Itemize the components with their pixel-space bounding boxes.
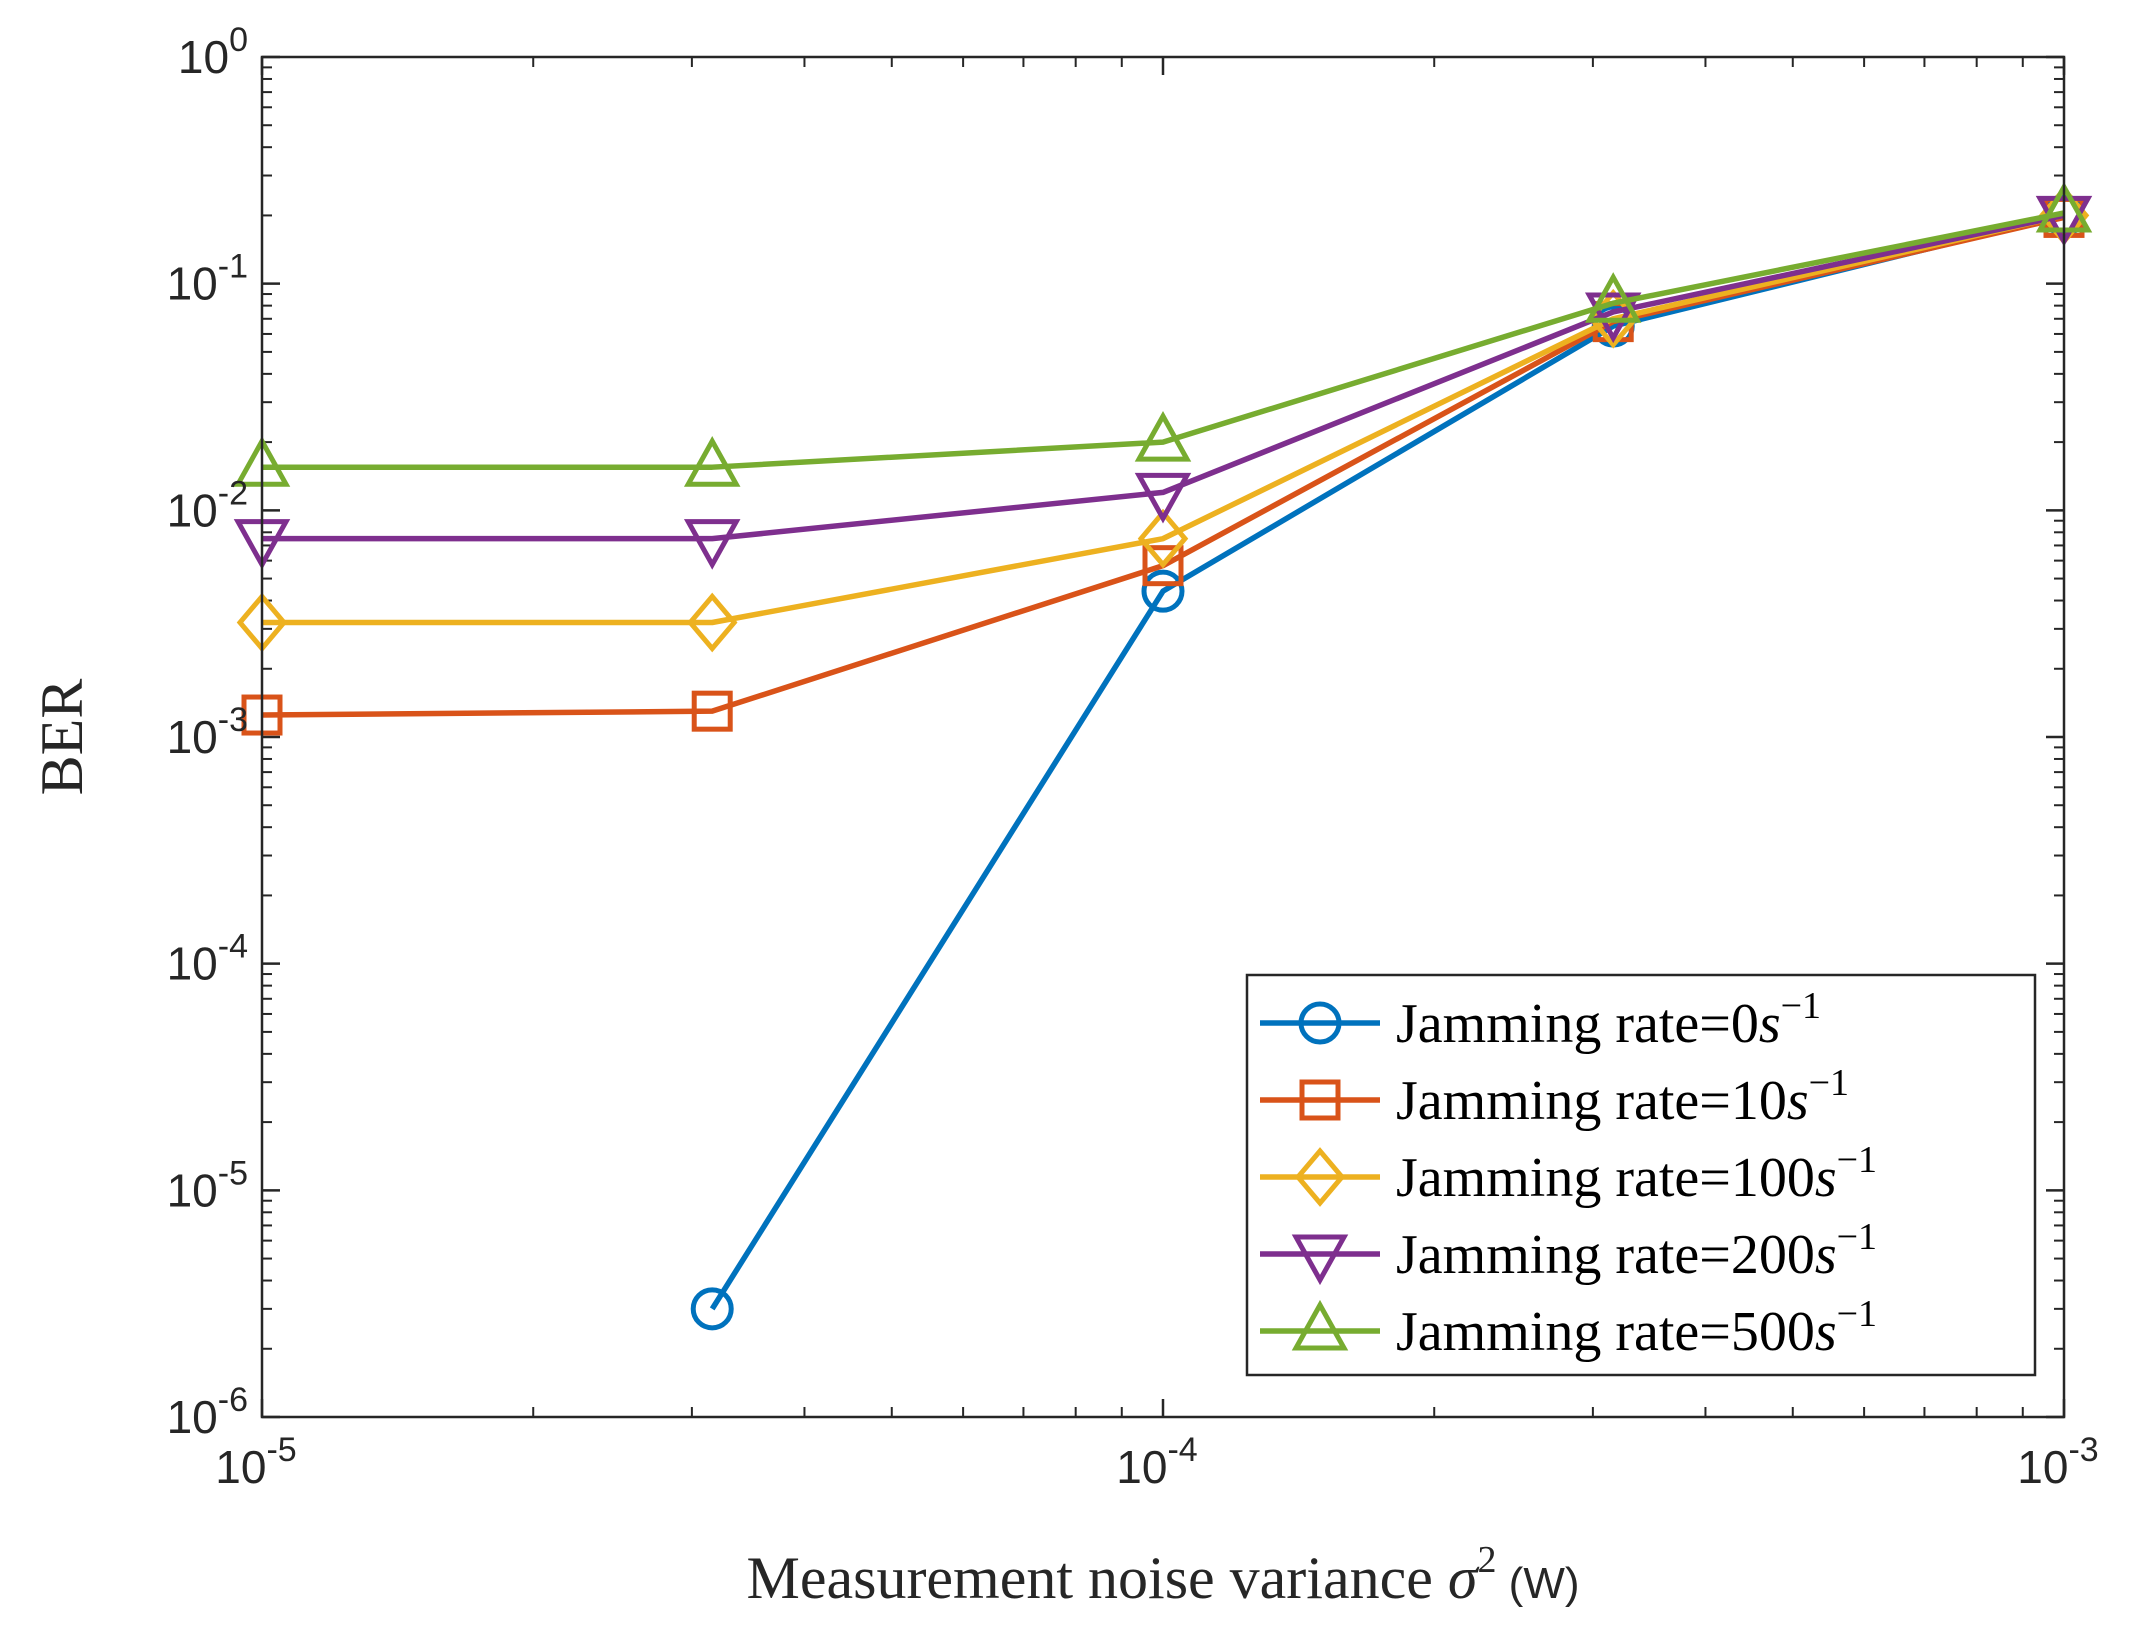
legend-entry: Jamming rate=500s−1 [1260,1293,1877,1363]
legend-label: Jamming rate=10s−1 [1396,1062,1849,1132]
series-3 [233,195,2093,570]
series-line [262,212,2065,542]
series-layer [233,181,2093,1331]
x-tick-label-base: 10 [2017,1441,2068,1493]
data-point-marker [686,592,738,653]
y-tick-label-exp: 0 [229,21,248,59]
x-tick-label: 10-4 [1116,1431,1197,1493]
x-axis-title-main: Measurement noise variance [746,1545,1447,1611]
x-tick-label: 10-3 [2017,1431,2098,1493]
y-tick-label-exp: -3 [218,701,248,739]
legend-label: Jamming rate=100s−1 [1396,1139,1877,1209]
legend-marker [1294,1147,1346,1207]
x-tick-label-base: 10 [1116,1441,1167,1493]
y-tick-label-base: 10 [167,1391,218,1443]
x-axis-title-symbol: σ [1448,1545,1480,1611]
x-axis-title-unit: (W) [1496,1559,1579,1608]
legend-label-unit: s [1815,1224,1837,1286]
y-tick-label-base: 10 [167,258,218,310]
data-point-marker [690,1287,734,1331]
legend-label-exp: −1 [1809,1062,1849,1104]
y-tick-label-exp: -5 [218,1154,248,1192]
data-point-marker [683,436,741,487]
y-tick-label: 10-6 [167,1381,248,1443]
y-tick-label-base: 10 [167,1164,218,1216]
legend-label-unit: s [1815,1147,1837,1209]
x-axis-title-sup: 2 [1477,1539,1496,1581]
x-axis-title: Measurement noise variance σ2 (W) [746,1539,1579,1611]
legend-label-exp: −1 [1837,1293,1877,1335]
legend-entry: Jamming rate=200s−1 [1260,1216,1877,1286]
y-tick-label-base: 10 [178,31,229,83]
legend-label-exp: −1 [1781,985,1821,1027]
y-tick-label-base: 10 [167,711,218,763]
y-tick-label-base: 10 [167,484,218,536]
y-tick-label-base: 10 [167,938,218,990]
plot-frame [260,55,2066,1419]
x-tick-label-exp: -4 [1167,1431,1197,1469]
data-point-marker [691,690,733,732]
x-tick-label-exp: -3 [2068,1431,2098,1469]
legend-label-name: Jamming rate=0 [1396,993,1759,1055]
y-tick-label-exp: -1 [218,248,248,286]
legend-marker [1299,1079,1341,1121]
data-point-marker [1134,410,1192,462]
legend-label-name: Jamming rate=10 [1396,1070,1787,1132]
legend-label-name: Jamming rate=500 [1396,1301,1815,1363]
legend-marker [1291,1299,1349,1351]
y-tick-label: 10-5 [167,1154,248,1216]
y-tick-label: 100 [178,21,248,83]
legend-marker [1298,1001,1342,1045]
legend-label: Jamming rate=0s−1 [1396,985,1821,1055]
legend-label-unit: s [1787,1070,1809,1132]
x-tick-label: 10-5 [215,1431,296,1493]
y-tick-label: 10-1 [167,248,248,310]
minor-ticks [262,57,2064,1417]
y-tick-label: 10-4 [167,928,248,990]
legend-label-unit: s [1815,1301,1837,1363]
x-tick-labels: 10-5 10-4 10-3 [215,1431,2098,1493]
data-point-marker [1134,472,1192,524]
data-point-marker [683,519,741,570]
data-point-marker [1584,292,1642,344]
y-tick-label-exp: -6 [218,1381,248,1419]
series-line [262,210,2065,470]
data-point-marker [1141,569,1185,613]
y-tick-label-exp: -4 [218,928,248,966]
legend-entry: Jamming rate=100s−1 [1260,1139,1877,1209]
data-point-marker [1584,272,1642,323]
data-point-marker [1137,508,1189,569]
x-tick-label-exp: -5 [266,1431,296,1469]
y-tick-label: 10-2 [167,474,248,536]
legend-label-exp: −1 [1837,1216,1877,1258]
legend-marker [1291,1234,1349,1286]
x-tick-label-base: 10 [215,1441,266,1493]
legend-label: Jamming rate=500s−1 [1396,1293,1877,1363]
legend-entry: Jamming rate=0s−1 [1260,985,1821,1055]
data-point-marker [1142,545,1184,587]
legend-entry: Jamming rate=10s−1 [1260,1062,1849,1132]
y-tick-label-exp: -2 [218,474,248,512]
legend-label-unit: s [1759,993,1781,1055]
y-axis-title: BER [29,679,95,796]
series-line [262,212,2065,626]
legend-label-exp: −1 [1837,1139,1877,1181]
legend-label-name: Jamming rate=100 [1396,1147,1815,1209]
y-tick-label: 10-3 [167,701,248,763]
legend-label: Jamming rate=200s−1 [1396,1216,1877,1286]
legend-label-name: Jamming rate=200 [1396,1224,1815,1286]
